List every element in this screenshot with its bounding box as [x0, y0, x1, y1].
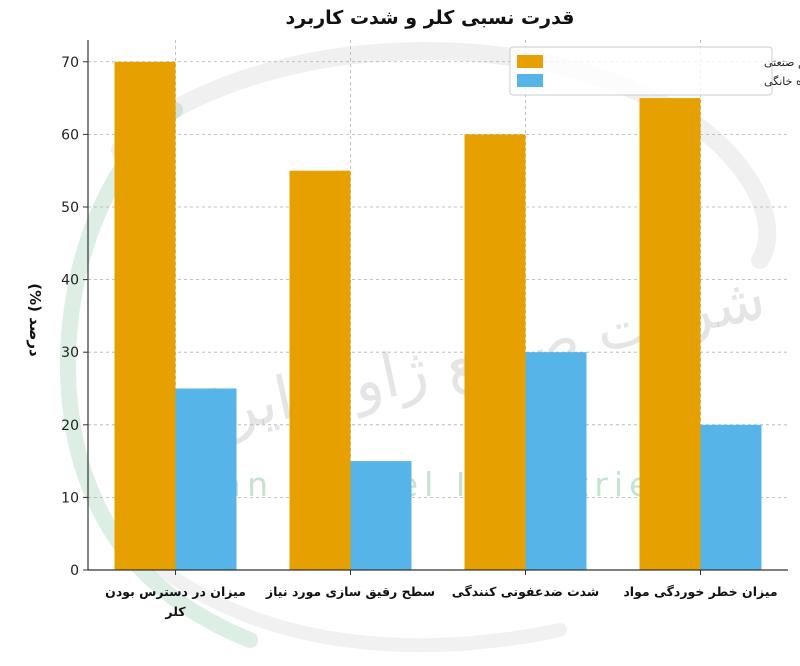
legend-box — [509, 46, 773, 96]
watermark-swoosh-green — [59, 102, 258, 648]
x-category-label: کلر — [164, 604, 186, 619]
x-category-label: میزان در دسترس بودن — [105, 584, 246, 599]
bar-series1-cat0 — [175, 388, 237, 570]
y-tick-label: 40 — [61, 273, 79, 289]
y-tick-label: 10 — [61, 490, 79, 506]
x-category-label: شدت ضدعفونی کنندگی — [452, 584, 599, 599]
axes — [87, 40, 788, 575]
y-axis-label: درصد (%) — [26, 283, 44, 357]
y-tick-label: 70 — [61, 55, 79, 71]
y-tick-label: 60 — [61, 127, 79, 143]
x-category-label: سطح رقیق سازی مورد نیاز — [265, 584, 435, 599]
bar-series0-cat2 — [464, 134, 526, 571]
legend-swatch-industrial — [517, 55, 543, 68]
x-category-labels: میزان در دسترس بودن کلر سطح رقیق سازی مورد… — [105, 584, 777, 619]
y-tick-label: 50 — [61, 200, 79, 216]
bar-series1-cat3 — [700, 424, 762, 570]
y-tick-label: 0 — [70, 563, 79, 579]
y-tick-label: 30 — [61, 345, 79, 361]
bar-series1-cat1 — [350, 461, 412, 570]
bars — [114, 61, 762, 571]
bar-series0-cat0 — [114, 61, 176, 570]
watermark-swoosh-gray-lower — [143, 553, 567, 653]
legend-swatch-household — [517, 74, 543, 87]
y-tick-label: 20 — [61, 418, 79, 434]
legend: هیپوکلریت سدیم صنعتی سفید کننده خانگی — [509, 46, 800, 96]
legend-label-household: سفید کننده خانگی — [764, 75, 800, 88]
bar-series0-cat3 — [639, 98, 701, 571]
bar-series0-cat1 — [289, 170, 351, 570]
bar-series1-cat2 — [525, 352, 587, 570]
chart-title: قدرت نسبی کلر و شدت کاربرد — [286, 7, 575, 29]
x-category-label: میزان خطر خوردگی مواد — [623, 584, 777, 599]
y-ticks: 0 10 20 30 40 50 60 70 — [61, 55, 88, 579]
legend-label-industrial: هیپوکلریت سدیم صنعتی — [764, 56, 800, 69]
